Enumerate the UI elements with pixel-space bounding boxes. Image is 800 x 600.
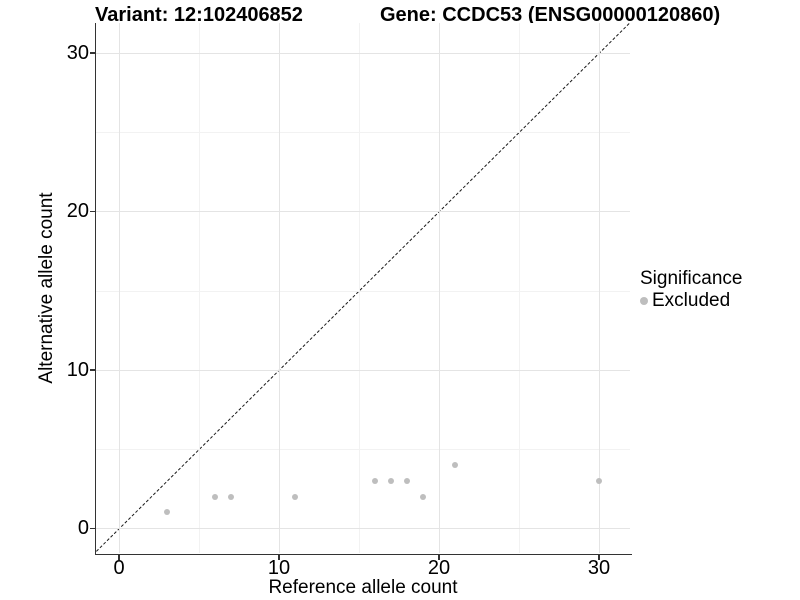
y-tick-20: [90, 210, 95, 213]
data-point: [404, 477, 410, 484]
x-axis-line: [94, 553, 632, 555]
data-point: [596, 477, 602, 484]
y-tick-10: [90, 369, 95, 371]
data-point: [292, 493, 298, 500]
y-minor-gridline-5: [96, 449, 630, 451]
legend-title: Significance: [640, 268, 743, 289]
x-minor-gridline-25: [519, 23, 520, 553]
y-minor-gridline-25: [96, 132, 630, 134]
identity-reference-line: [96, 23, 630, 552]
y-gridline-20: [96, 211, 630, 213]
y-tick-0: [90, 527, 95, 530]
legend-item-label: Excluded: [652, 290, 731, 311]
data-point: [372, 477, 378, 484]
x-tick-20: [438, 555, 440, 560]
x-gridline-30: [599, 23, 600, 553]
plot-title-gene: Gene: CCDC53 (ENSG00000120860): [380, 4, 721, 26]
x-gridline-0: [119, 23, 120, 553]
x-tick-label-10: 10: [267, 557, 291, 579]
y-tick-30: [90, 52, 95, 54]
plot-title-variant: Variant: 12:102406852: [95, 4, 303, 26]
y-gridline-10: [96, 369, 630, 371]
legend-point-icon: [640, 296, 648, 305]
y-tick-label-10: 10: [66, 358, 89, 381]
legend-item-excluded: Excluded: [640, 290, 742, 311]
y-axis-line: [94, 23, 96, 554]
data-point: [212, 493, 218, 500]
x-tick-label-20: 20: [427, 557, 451, 579]
y-tick-label-30: 30: [66, 41, 89, 64]
x-axis-title: Reference allele count: [268, 577, 458, 598]
y-gridline-30: [96, 52, 630, 54]
data-point: [420, 493, 426, 500]
y-tick-label-20: 20: [66, 200, 89, 223]
legend: Significance Excluded: [640, 268, 742, 311]
x-gridline-10: [279, 23, 280, 553]
x-tick-label-30: 30: [587, 557, 611, 579]
x-tick-10: [278, 555, 280, 560]
x-minor-gridline-5: [199, 23, 200, 553]
data-point: [228, 493, 234, 500]
plot-panel: [96, 23, 630, 553]
data-point: [388, 477, 394, 484]
y-minor-gridline-15: [96, 290, 630, 292]
data-point: [164, 509, 170, 516]
x-tick-0: [118, 555, 120, 560]
data-point: [452, 461, 458, 468]
x-gridline-20: [439, 23, 440, 553]
x-minor-gridline-15: [359, 23, 360, 553]
x-tick-label-0: 0: [113, 557, 125, 579]
y-gridline-0: [96, 528, 630, 530]
y-tick-label-0: 0: [77, 517, 89, 540]
x-tick-30: [598, 555, 600, 560]
